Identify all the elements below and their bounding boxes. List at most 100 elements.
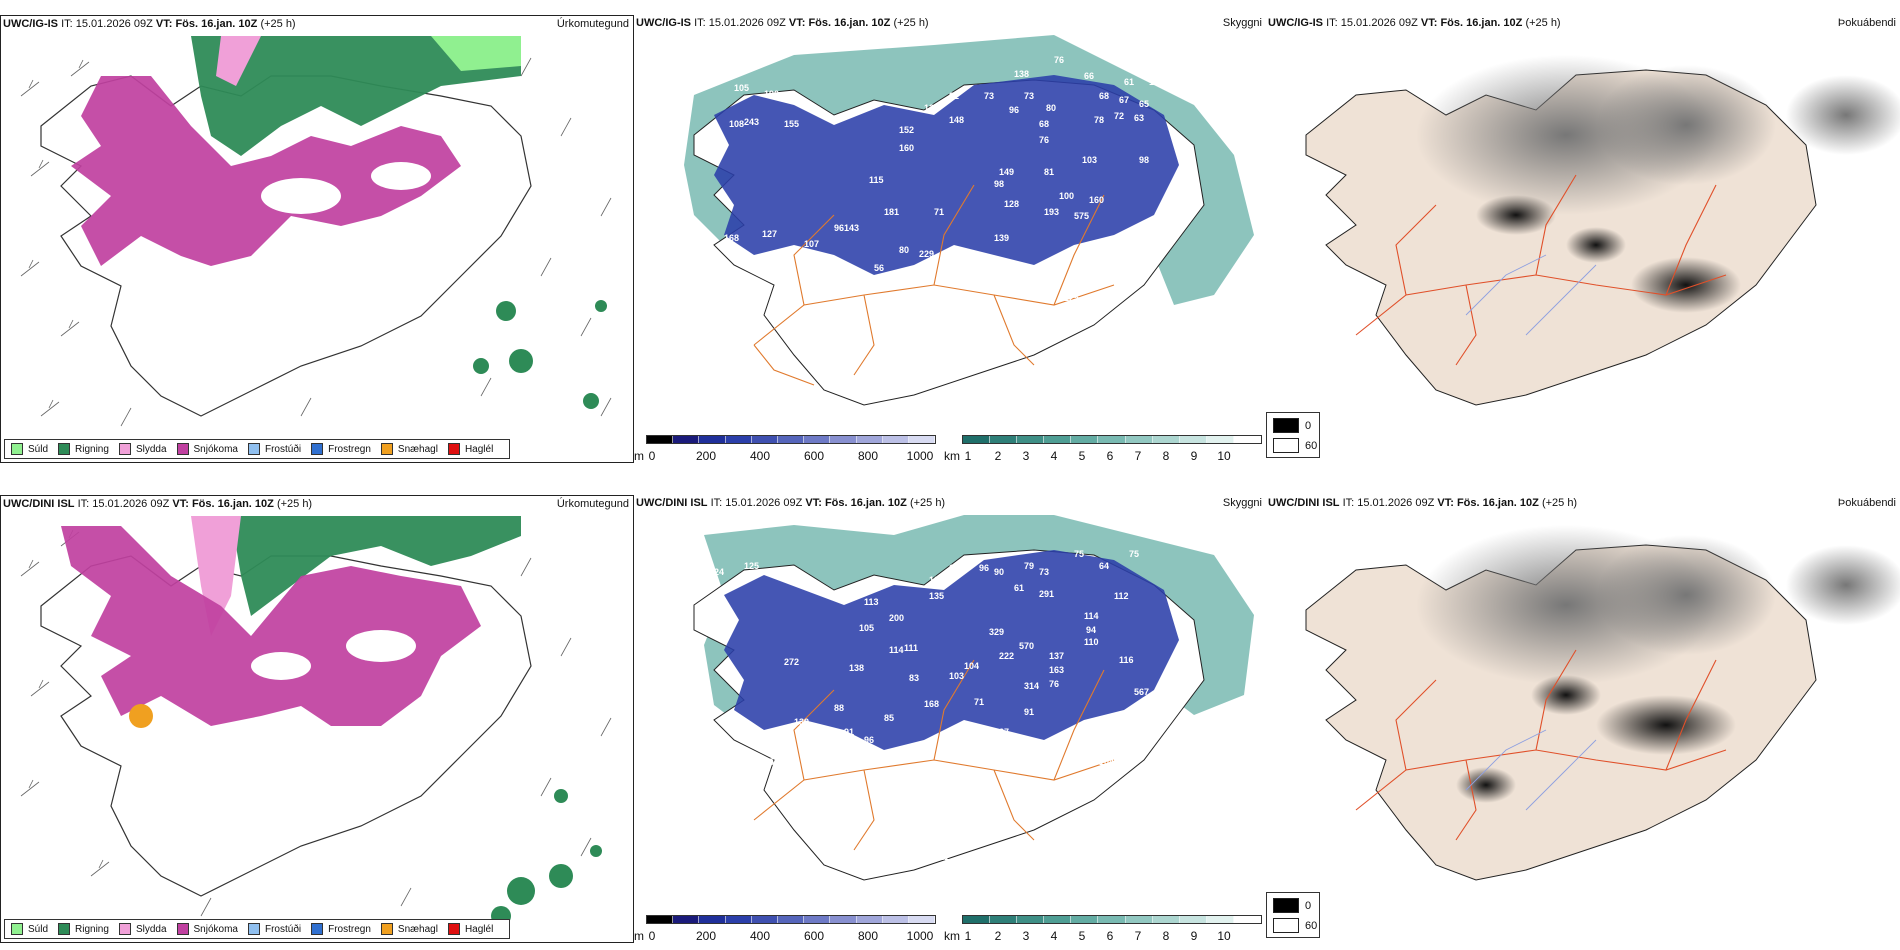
tick-label: 7: [1134, 449, 1142, 463]
ceiling-unit: m: [634, 929, 644, 943]
pink-sleet-area: [191, 516, 241, 636]
ceiling-label: 96: [979, 563, 989, 573]
tick-label: 200: [695, 929, 717, 943]
fog-legend-row: 0: [1273, 418, 1311, 433]
ceiling-label: 193: [1044, 207, 1059, 217]
it-label: IT:: [61, 18, 73, 30]
scale-swatch: [1233, 916, 1262, 923]
legend-swatch: [176, 443, 189, 455]
ceiling-label: 104: [1099, 757, 1114, 767]
legend-swatch: [176, 923, 189, 935]
ceiling-label: 115: [869, 175, 884, 185]
scale-swatch: [1017, 916, 1045, 923]
dry-holes: [261, 162, 431, 214]
southeast-rain-blobs: [491, 789, 602, 926]
ceiling-label: 314: [1024, 681, 1039, 691]
ceiling-label: 82: [949, 91, 959, 101]
it-label: IT:: [1326, 17, 1338, 29]
it-label: IT:: [710, 497, 723, 509]
ceiling-colorbar-bottom: m 0 200 400 600 800 1000: [634, 915, 938, 945]
ceiling-label: 68: [1099, 91, 1109, 101]
ceiling-label: 291: [1039, 589, 1054, 599]
scale-swatch: [963, 916, 991, 923]
scale-swatch: [1044, 916, 1072, 923]
vt-label: VT:: [1420, 17, 1438, 29]
scale-swatch: [908, 916, 936, 923]
legend-swatch: [447, 443, 460, 455]
it-value: 15.01.2026 09Z: [1340, 17, 1418, 29]
ceiling-label: 88: [834, 703, 844, 713]
ceiling-label: 131: [949, 563, 964, 573]
ceiling-label: 66: [834, 269, 844, 279]
ceiling-label: 114: [889, 645, 904, 655]
lead-time: (+25 h): [260, 18, 296, 30]
ceiling-label: 96: [1009, 105, 1019, 115]
vt-label: VT:: [788, 17, 806, 29]
fog-legend-row: 60: [1273, 438, 1317, 453]
tick-label: 8: [1162, 449, 1170, 463]
ceiling-label: 61: [1014, 583, 1024, 593]
header-ceiling-top: UWC/IG-IS IT: 15.01.2026 09Z VT: Fös. 16…: [636, 17, 1262, 33]
scale-swatch: [804, 436, 831, 443]
ceiling-label: 125: [744, 561, 759, 571]
ceiling-label: 181: [884, 207, 899, 217]
ceiling-label: 158: [754, 257, 769, 267]
ceiling-label: 131: [1064, 777, 1079, 787]
ceiling-label: 80: [1046, 103, 1056, 113]
legend-item: Slydda: [118, 443, 167, 455]
tick-label: 600: [803, 929, 825, 943]
ceiling-label: 125: [1064, 293, 1079, 303]
model-name: UWC/IG-IS: [636, 17, 691, 29]
scale-swatch: [647, 916, 674, 923]
panel-title: Þokuábendi: [1837, 17, 1896, 29]
blue-rivers: [1465, 254, 1597, 336]
legend-swatch: [311, 923, 324, 935]
blue-rivers: [1465, 729, 1597, 811]
scale-swatch: [647, 436, 674, 443]
ceiling-label: 168: [724, 233, 739, 243]
scale-swatch: [830, 436, 857, 443]
ceiling-label: 75: [1074, 549, 1084, 559]
southeast-rain-blobs: [473, 300, 607, 409]
legend-swatch: [118, 923, 131, 935]
ceiling-label: 73: [1024, 91, 1034, 101]
tick-label: 5: [1078, 449, 1086, 463]
tick-label: 1: [964, 449, 972, 463]
fog-legend-row: 0: [1273, 898, 1311, 913]
panel-title: Þokuábendi: [1837, 497, 1896, 509]
vt-value: Fös. 16.jan. 10Z: [175, 18, 258, 30]
ceiling-label: 65: [764, 757, 774, 767]
legend-label: Snæhagl: [397, 923, 438, 935]
legend-label: Slydda: [135, 923, 167, 935]
scale-swatch: [1071, 436, 1099, 443]
visibility-unit: km: [944, 929, 960, 943]
ceiling-map-bottom: 75 64 75 131 96 90 79 73 125 124 135 61 …: [693, 515, 1254, 881]
scale-swatch: [1071, 916, 1099, 923]
ceiling-label: 272: [784, 657, 799, 667]
ceiling-label: 76: [1054, 55, 1064, 65]
it-value: 15.01.2026 09Z: [92, 498, 170, 510]
lead-time: (+25 h): [276, 498, 313, 510]
ceiling-label: 106: [949, 249, 964, 259]
it-value: 15.01.2026 09Z: [1357, 497, 1435, 509]
ceiling-label: 111: [904, 643, 918, 653]
scale-swatch: [908, 436, 936, 443]
ceiling-label: 65: [1139, 99, 1149, 109]
ceiling-label: 124: [709, 567, 724, 577]
ceiling-label: 155: [784, 119, 799, 129]
scale-swatch: [699, 436, 726, 443]
ceiling-label: 136: [1244, 155, 1259, 165]
it-value: 15.01.2026 09Z: [75, 18, 153, 30]
ceiling-label: 160: [1089, 195, 1104, 205]
vt-value: Fös. 16.jan. 10Z: [824, 497, 907, 509]
fog-shading: [1416, 55, 1900, 313]
ceiling-label: 61: [1124, 77, 1134, 87]
ceiling-colorbar-top: m 0 200 400 600 800 1000: [634, 435, 938, 465]
ceiling-label: 148: [949, 115, 964, 125]
ceiling-label: 89: [1014, 739, 1024, 749]
lead-time: (+25 h): [909, 497, 946, 509]
legend-label: Snæhagl: [397, 443, 438, 455]
scale-swatch: [990, 916, 1018, 923]
ceiling-label: 90: [994, 567, 1004, 577]
tick-label: 0: [648, 929, 656, 943]
